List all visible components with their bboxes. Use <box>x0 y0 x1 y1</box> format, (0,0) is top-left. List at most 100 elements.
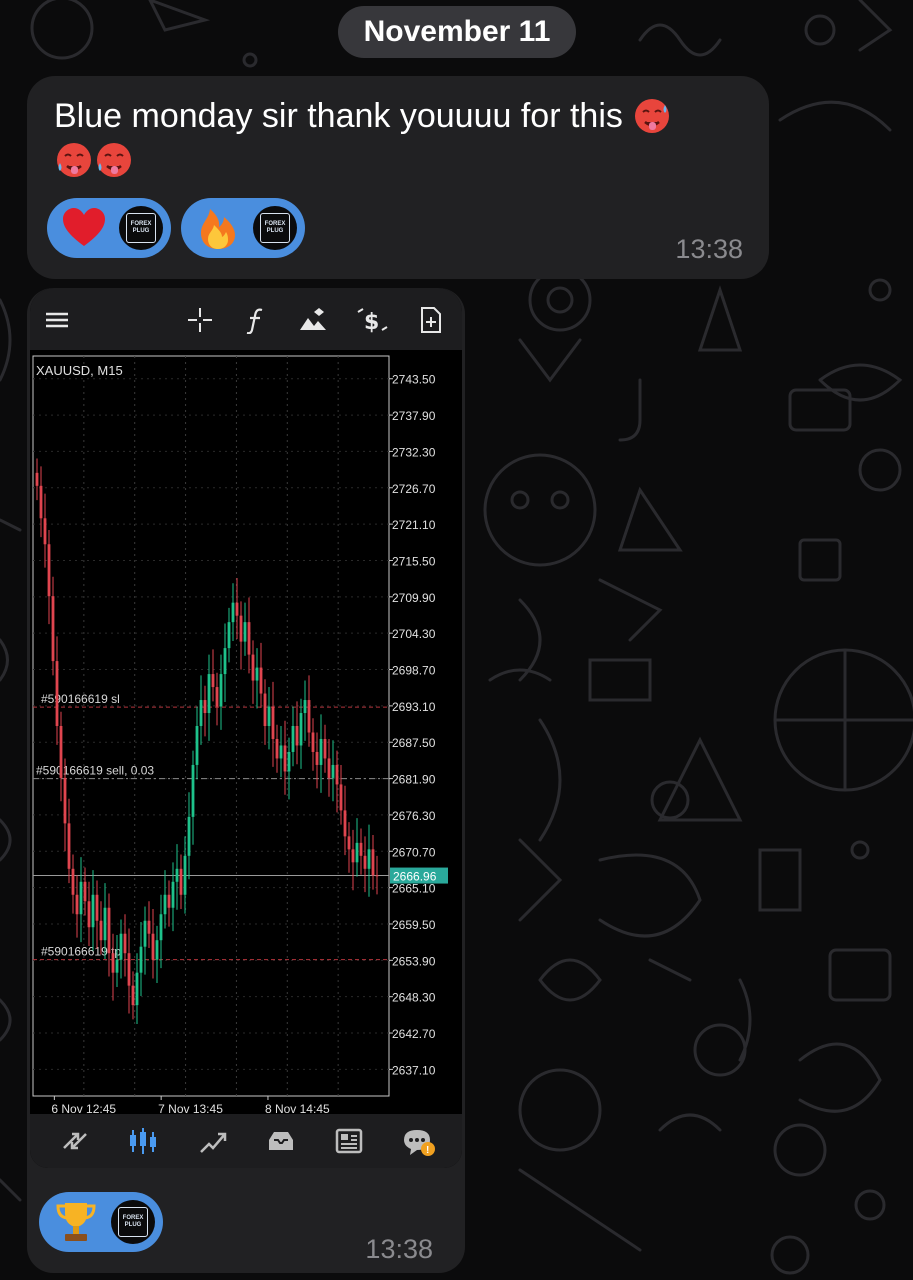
forex-plug-avatar: FOREX PLUG <box>111 1200 155 1244</box>
x-tick-label: 6 Nov 12:45 <box>51 1102 116 1114</box>
candle-body <box>179 868 183 895</box>
candle-body <box>315 751 319 765</box>
news-icon <box>335 1128 363 1154</box>
objects-icon <box>300 308 326 330</box>
candle-body <box>299 713 303 746</box>
candle-body <box>95 894 99 921</box>
candle-body <box>203 700 207 714</box>
reaction-trophy[interactable]: FOREX PLUG <box>39 1192 163 1252</box>
candle-body <box>183 855 187 895</box>
y-tick-label: 2709.90 <box>392 591 436 605</box>
reaction-fire[interactable]: FOREX PLUG <box>181 198 305 258</box>
candle-body <box>335 764 339 785</box>
candle-body <box>195 726 199 765</box>
candle-body <box>307 700 311 733</box>
candle-body <box>91 894 95 928</box>
candle-body <box>103 907 107 941</box>
y-tick-label: 2698.70 <box>392 664 436 678</box>
y-tick-label: 2665.10 <box>392 882 436 896</box>
message-bubble-photo[interactable]: $ #590166619 sl #590166619 sell, 0.03 #590… <box>27 288 465 1273</box>
candle-body <box>63 777 67 824</box>
messages-icon: ! <box>404 1130 435 1156</box>
candle-body <box>71 868 75 895</box>
trading-chart-screenshot[interactable]: $ #590166619 sl #590166619 sell, 0.03 #590… <box>30 288 462 1168</box>
candle-body <box>243 622 247 642</box>
y-tick-label: 2721.10 <box>392 518 436 532</box>
candlestick-chart[interactable]: #590166619 sl#590166619 sell, 0.03#59016… <box>30 350 462 1114</box>
candle-body <box>227 622 231 649</box>
candle-body <box>167 894 171 908</box>
message-bubble-text[interactable]: Blue monday sir thank youuuu for this <box>27 76 769 279</box>
function-icon <box>246 308 263 334</box>
candle-body <box>35 472 39 486</box>
candle-body <box>199 700 203 726</box>
x-tick-label: 8 Nov 14:45 <box>265 1102 330 1114</box>
candle-body <box>107 907 111 954</box>
candle-body <box>127 953 131 986</box>
dollar-icon: $ <box>357 308 388 334</box>
candle-body <box>187 816 191 856</box>
reaction-heart[interactable]: FOREX PLUG <box>47 198 171 258</box>
candle-body <box>83 881 87 902</box>
reactions-bar: FOREX PLUG FOREX PLUG <box>47 198 305 258</box>
candle-body <box>123 933 127 954</box>
candle-body <box>347 836 351 850</box>
candle-body <box>239 615 243 642</box>
candle-body <box>279 745 283 759</box>
candle-body <box>55 661 59 726</box>
candle-body <box>363 855 367 869</box>
svg-text:$: $ <box>364 310 379 334</box>
y-tick-label: 2704.30 <box>392 627 436 641</box>
candle-body <box>331 764 335 778</box>
app-toolbar: $ <box>30 288 462 350</box>
y-tick-label: 2681.90 <box>392 773 436 787</box>
candle-body <box>355 842 359 863</box>
candle-body <box>51 596 55 662</box>
candle-body <box>43 518 47 545</box>
hot-face-emoji-icon <box>97 143 131 177</box>
candle-body <box>235 602 239 616</box>
candle-body <box>135 972 139 1006</box>
candle-body <box>119 933 123 960</box>
candle-body <box>47 544 51 597</box>
candle-body <box>375 875 379 877</box>
candle-body <box>271 706 275 739</box>
candle-body <box>255 667 259 681</box>
candle-body <box>207 674 211 714</box>
candle-body <box>311 732 315 752</box>
message-timestamp: 13:38 <box>675 234 743 264</box>
candle-body <box>219 674 223 707</box>
candle-body <box>259 667 263 694</box>
y-tick-label: 2693.10 <box>392 700 436 714</box>
candle-body <box>223 648 227 675</box>
candle-body <box>367 849 371 869</box>
y-tick-label: 2642.70 <box>392 1027 436 1041</box>
trade-icon <box>200 1132 227 1153</box>
candle-body <box>215 687 219 707</box>
x-tick-label: 7 Nov 13:45 <box>158 1102 223 1114</box>
y-tick-label: 2653.90 <box>392 954 436 968</box>
candle-body <box>131 985 135 1006</box>
candle-body <box>343 810 347 837</box>
chart-frame <box>32 355 390 1097</box>
candle-body <box>67 823 71 869</box>
candle-body <box>115 959 119 973</box>
candle-body <box>327 758 331 778</box>
candle-body <box>59 726 63 778</box>
y-tick-label: 2659.50 <box>392 918 436 932</box>
current-price-tag <box>390 867 448 884</box>
history-icon <box>269 1132 293 1150</box>
candle-body <box>39 485 43 519</box>
candle-body <box>155 940 159 960</box>
forex-plug-avatar: FOREX PLUG <box>119 206 163 250</box>
message-text: Blue monday sir thank youuuu for this <box>54 97 623 135</box>
y-tick-label: 2715.50 <box>392 554 436 568</box>
candle-body <box>147 920 151 934</box>
y-tick-label: 2637.10 <box>392 1063 436 1077</box>
y-tick-label: 2732.30 <box>392 445 436 459</box>
candle-body <box>263 693 267 726</box>
candle-body <box>247 622 251 655</box>
crosshair-icon <box>188 308 212 332</box>
message-text-block: Blue monday sir thank youuuu for this <box>54 94 744 182</box>
quotes-icon <box>63 1132 87 1150</box>
